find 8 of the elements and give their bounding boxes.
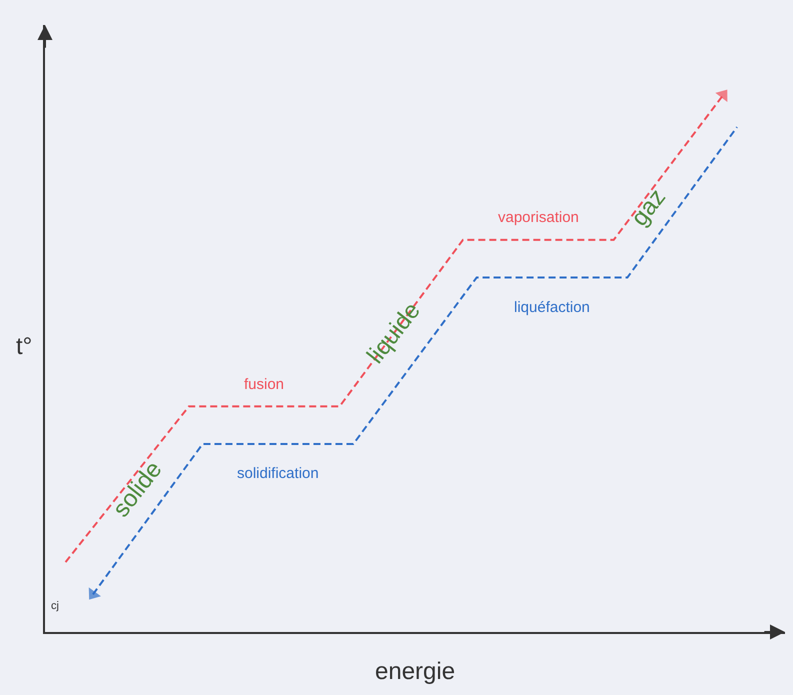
annotation: cj bbox=[51, 600, 59, 612]
annotation: solidification bbox=[237, 465, 319, 482]
x-axis-title: energie bbox=[375, 658, 456, 685]
y-axis-title: t° bbox=[16, 333, 32, 360]
annotation: vaporisation bbox=[498, 209, 579, 226]
annotation: gaz bbox=[626, 184, 672, 232]
annotation: liquéfaction bbox=[514, 299, 590, 316]
annotation: fusion bbox=[244, 376, 284, 393]
